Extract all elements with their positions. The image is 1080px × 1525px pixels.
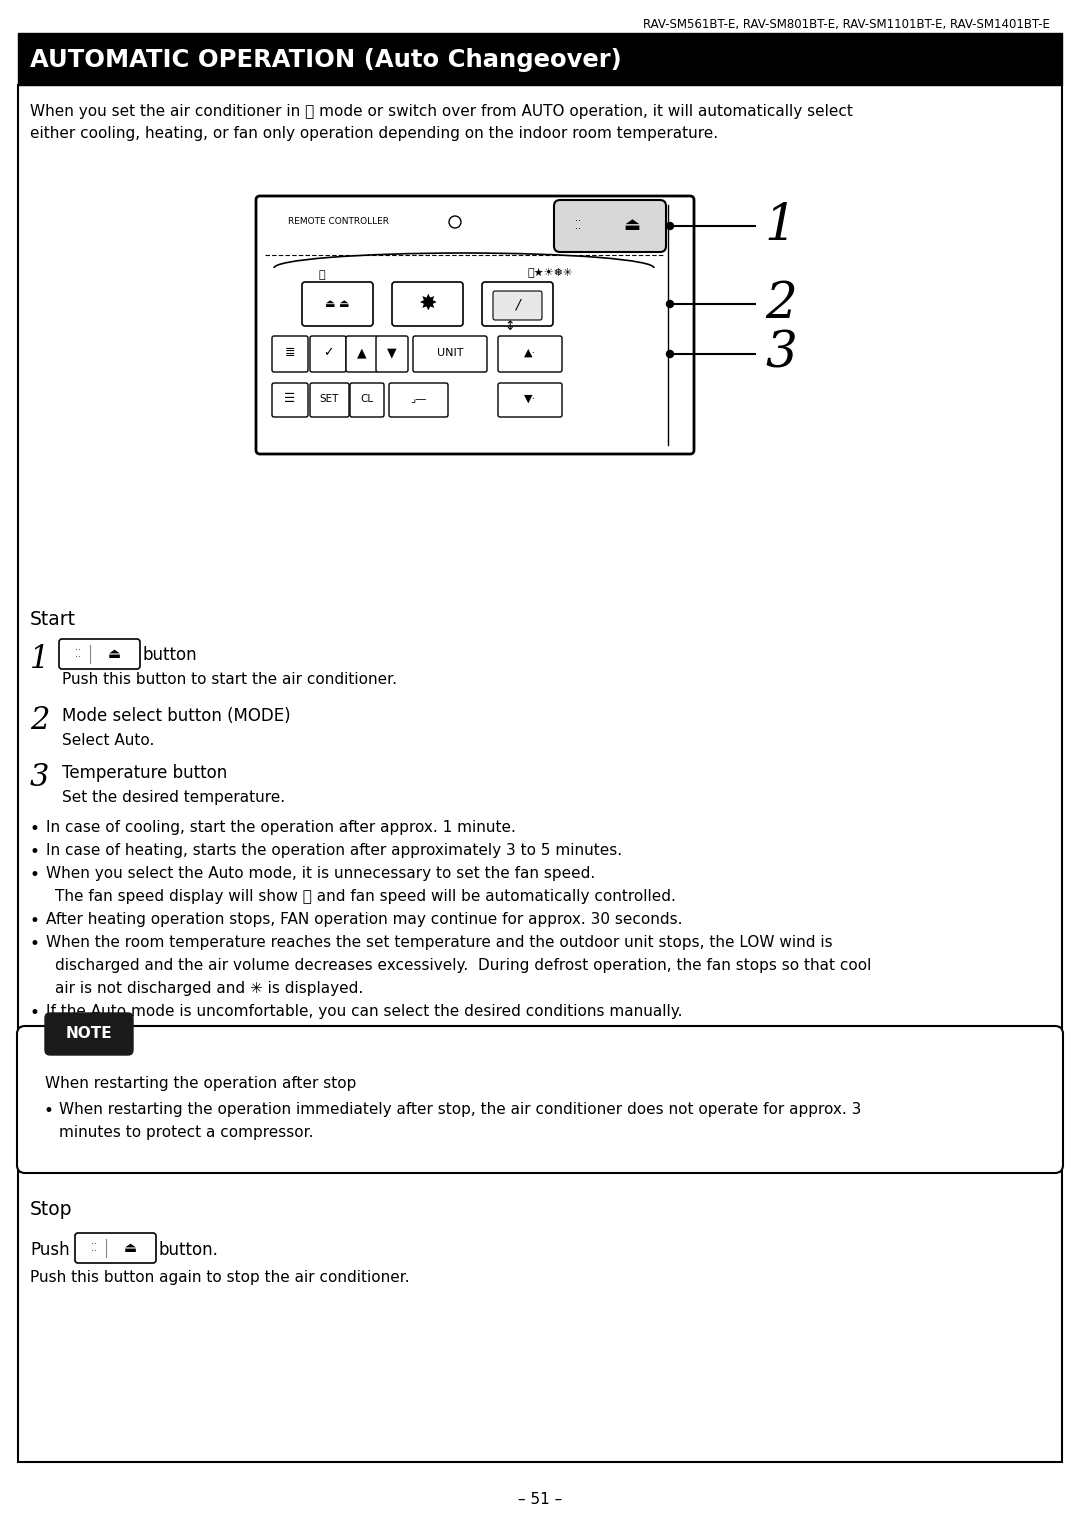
FancyBboxPatch shape bbox=[492, 291, 542, 320]
Text: AUTOMATIC OPERATION (Auto Changeover): AUTOMATIC OPERATION (Auto Changeover) bbox=[30, 47, 622, 72]
Text: ☰: ☰ bbox=[284, 392, 296, 406]
Text: minutes to protect a compressor.: minutes to protect a compressor. bbox=[59, 1125, 313, 1141]
Text: •: • bbox=[43, 1103, 53, 1119]
Text: – 51 –: – 51 – bbox=[518, 1493, 562, 1508]
Text: •: • bbox=[30, 866, 40, 884]
FancyBboxPatch shape bbox=[392, 282, 463, 326]
Text: •: • bbox=[30, 820, 40, 839]
Text: Mode select button (MODE): Mode select button (MODE) bbox=[62, 708, 291, 724]
Text: ✓: ✓ bbox=[323, 346, 334, 360]
Text: Push this button again to stop the air conditioner.: Push this button again to stop the air c… bbox=[30, 1270, 409, 1286]
Text: button.: button. bbox=[159, 1241, 219, 1260]
FancyBboxPatch shape bbox=[272, 336, 308, 372]
Bar bbox=[18, 34, 1062, 85]
Text: ▲·: ▲· bbox=[524, 348, 536, 358]
Text: 2: 2 bbox=[765, 279, 797, 329]
FancyBboxPatch shape bbox=[302, 282, 373, 326]
Text: NOTE: NOTE bbox=[66, 1026, 112, 1042]
Text: 2: 2 bbox=[30, 705, 50, 737]
Text: ⏏ ⏏: ⏏ ⏏ bbox=[325, 299, 349, 310]
Text: If the Auto mode is uncomfortable, you can select the desired conditions manuall: If the Auto mode is uncomfortable, you c… bbox=[46, 1003, 683, 1019]
Text: Start: Start bbox=[30, 610, 76, 628]
Text: ··
··: ·· ·· bbox=[575, 217, 581, 235]
Text: ▼·: ▼· bbox=[524, 393, 536, 404]
FancyBboxPatch shape bbox=[376, 336, 408, 372]
FancyBboxPatch shape bbox=[256, 197, 694, 454]
Text: either cooling, heating, or fan only operation depending on the indoor room temp: either cooling, heating, or fan only ope… bbox=[30, 127, 718, 140]
Text: 3: 3 bbox=[30, 762, 50, 793]
Text: ⏏: ⏏ bbox=[107, 647, 121, 660]
FancyBboxPatch shape bbox=[350, 383, 384, 416]
Text: Push: Push bbox=[30, 1241, 69, 1260]
Text: discharged and the air volume decreases excessively.  During defrost operation, : discharged and the air volume decreases … bbox=[55, 958, 872, 973]
Text: When restarting the operation immediately after stop, the air conditioner does n: When restarting the operation immediatel… bbox=[59, 1103, 862, 1116]
Text: ··
··: ·· ·· bbox=[76, 645, 81, 662]
Text: Select Auto.: Select Auto. bbox=[62, 734, 154, 747]
Text: The fan speed display will show Ⓐ and fan speed will be automatically controlled: The fan speed display will show Ⓐ and fa… bbox=[55, 889, 676, 904]
Text: ··
··: ·· ·· bbox=[91, 1240, 97, 1257]
Text: ✸: ✸ bbox=[418, 294, 436, 314]
FancyBboxPatch shape bbox=[498, 336, 562, 372]
Text: When the room temperature reaches the set temperature and the outdoor unit stops: When the room temperature reaches the se… bbox=[46, 935, 833, 950]
Text: ⏏: ⏏ bbox=[123, 1241, 136, 1255]
Text: 3: 3 bbox=[765, 329, 797, 378]
Circle shape bbox=[666, 223, 674, 229]
FancyBboxPatch shape bbox=[310, 383, 349, 416]
Text: Set the desired temperature.: Set the desired temperature. bbox=[62, 790, 285, 805]
Text: In case of heating, starts the operation after approximately 3 to 5 minutes.: In case of heating, starts the operation… bbox=[46, 843, 622, 859]
Text: air is not discharged and ✳ is displayed.: air is not discharged and ✳ is displayed… bbox=[55, 981, 363, 996]
Text: UNIT: UNIT bbox=[436, 348, 463, 358]
Text: When you select the Auto mode, it is unnecessary to set the fan speed.: When you select the Auto mode, it is unn… bbox=[46, 866, 595, 881]
Text: 1: 1 bbox=[765, 201, 797, 250]
Text: Ⓐ★☀❅✳: Ⓐ★☀❅✳ bbox=[527, 268, 572, 278]
Text: RAV-SM561BT-E, RAV-SM801BT-E, RAV-SM1101BT-E, RAV-SM1401BT-E: RAV-SM561BT-E, RAV-SM801BT-E, RAV-SM1101… bbox=[643, 18, 1050, 30]
Text: ⌟—: ⌟— bbox=[410, 393, 427, 404]
Circle shape bbox=[666, 300, 674, 308]
FancyBboxPatch shape bbox=[389, 383, 448, 416]
FancyBboxPatch shape bbox=[498, 383, 562, 416]
Text: ⌛: ⌛ bbox=[319, 270, 325, 281]
Text: •: • bbox=[30, 912, 40, 930]
Text: •: • bbox=[30, 843, 40, 862]
Text: 1: 1 bbox=[30, 644, 50, 676]
FancyBboxPatch shape bbox=[554, 200, 666, 252]
Text: Stop: Stop bbox=[30, 1200, 72, 1218]
Text: •: • bbox=[30, 935, 40, 953]
Text: CL: CL bbox=[361, 393, 374, 404]
Text: After heating operation stops, FAN operation may continue for approx. 30 seconds: After heating operation stops, FAN opera… bbox=[46, 912, 683, 927]
FancyBboxPatch shape bbox=[272, 383, 308, 416]
Text: /: / bbox=[515, 297, 519, 313]
Text: Temperature button: Temperature button bbox=[62, 764, 227, 782]
Text: •: • bbox=[30, 1003, 40, 1022]
Text: When restarting the operation after stop: When restarting the operation after stop bbox=[45, 1077, 356, 1090]
Text: SET: SET bbox=[320, 393, 339, 404]
Text: button: button bbox=[143, 647, 198, 663]
Text: When you set the air conditioner in Ⓐ mode or switch over from AUTO operation, i: When you set the air conditioner in Ⓐ mo… bbox=[30, 104, 853, 119]
Text: ≣: ≣ bbox=[285, 346, 295, 360]
FancyBboxPatch shape bbox=[45, 1013, 133, 1055]
FancyBboxPatch shape bbox=[413, 336, 487, 372]
Text: ▼: ▼ bbox=[388, 346, 396, 360]
Text: REMOTE CONTROLLER: REMOTE CONTROLLER bbox=[288, 218, 389, 227]
FancyBboxPatch shape bbox=[59, 639, 140, 669]
FancyBboxPatch shape bbox=[482, 282, 553, 326]
Text: ↕: ↕ bbox=[504, 320, 515, 334]
Text: ▲: ▲ bbox=[357, 346, 367, 360]
FancyBboxPatch shape bbox=[75, 1234, 156, 1263]
Text: Push this button to start the air conditioner.: Push this button to start the air condit… bbox=[62, 673, 397, 686]
Text: ⏏: ⏏ bbox=[623, 217, 640, 233]
FancyBboxPatch shape bbox=[346, 336, 378, 372]
Circle shape bbox=[666, 351, 674, 357]
FancyBboxPatch shape bbox=[310, 336, 346, 372]
Text: In case of cooling, start the operation after approx. 1 minute.: In case of cooling, start the operation … bbox=[46, 820, 516, 836]
FancyBboxPatch shape bbox=[17, 1026, 1063, 1173]
